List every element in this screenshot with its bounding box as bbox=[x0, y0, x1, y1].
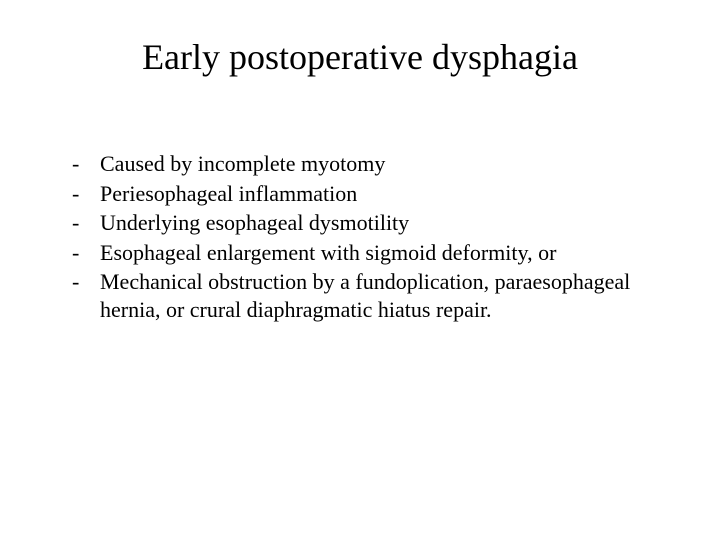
bullet-marker: - bbox=[72, 209, 100, 237]
list-item: - Mechanical obstruction by a fundoplica… bbox=[72, 268, 672, 323]
bullet-text: Esophageal enlargement with sigmoid defo… bbox=[100, 239, 672, 267]
bullet-text: Caused by incomplete myotomy bbox=[100, 150, 672, 178]
bullet-marker: - bbox=[72, 239, 100, 267]
list-item: - Caused by incomplete myotomy bbox=[72, 150, 672, 178]
list-item: - Periesophageal inflammation bbox=[72, 180, 672, 208]
list-item: - Esophageal enlargement with sigmoid de… bbox=[72, 239, 672, 267]
bullet-marker: - bbox=[72, 268, 100, 296]
bullet-text: Underlying esophageal dysmotility bbox=[100, 209, 672, 237]
bullet-text: Mechanical obstruction by a fundoplicati… bbox=[100, 268, 672, 323]
slide-title: Early postoperative dysphagia bbox=[48, 36, 672, 78]
bullet-list: - Caused by incomplete myotomy - Perieso… bbox=[48, 150, 672, 323]
bullet-marker: - bbox=[72, 180, 100, 208]
list-item: - Underlying esophageal dysmotility bbox=[72, 209, 672, 237]
bullet-marker: - bbox=[72, 150, 100, 178]
slide: Early postoperative dysphagia - Caused b… bbox=[0, 0, 720, 540]
bullet-text: Periesophageal inflammation bbox=[100, 180, 672, 208]
